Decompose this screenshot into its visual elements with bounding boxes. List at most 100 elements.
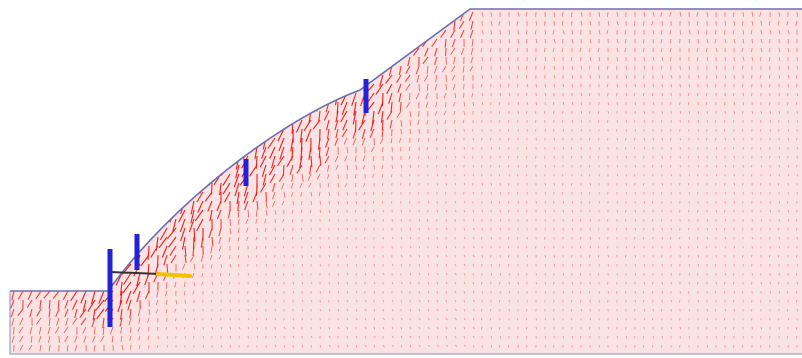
displacement-vector (571, 218, 573, 222)
displacement-vector (769, 29, 772, 35)
displacement-vector (787, 200, 789, 204)
displacement-vector (418, 137, 420, 143)
displacement-vector (66, 344, 69, 352)
displacement-vector (409, 326, 412, 330)
displacement-vector (400, 281, 403, 285)
displacement-vector (759, 74, 762, 79)
displacement-vector (588, 290, 591, 294)
displacement-vector (210, 299, 213, 303)
displacement-vector (463, 182, 466, 186)
displacement-vector (337, 290, 340, 294)
displacement-vector (245, 218, 249, 224)
displacement-vector (516, 317, 519, 321)
displacement-vector (120, 308, 123, 320)
displacement-vector (562, 128, 564, 132)
displacement-vector (661, 227, 663, 231)
displacement-vector (256, 326, 259, 330)
displacement-vector (269, 173, 276, 184)
displacement-vector (451, 38, 456, 48)
anchor-rod (109, 271, 161, 275)
displacement-vector (343, 137, 348, 145)
displacement-vector (580, 101, 582, 106)
displacement-vector (760, 38, 763, 44)
displacement-vector (454, 317, 457, 321)
displacement-vector (382, 308, 385, 312)
displacement-vector (256, 335, 259, 339)
displacement-vector (459, 29, 465, 39)
displacement-vector (778, 200, 781, 204)
displacement-vector (274, 344, 277, 348)
displacement-vector (616, 65, 618, 70)
displacement-vector (624, 47, 627, 53)
displacement-vector (697, 299, 700, 303)
displacement-vector (796, 65, 799, 70)
displacement-vector (27, 290, 33, 300)
displacement-vector (733, 245, 735, 249)
displacement-vector (643, 11, 646, 17)
displacement-vector (283, 236, 285, 240)
displacement-vector (426, 119, 429, 125)
displacement-vector (634, 209, 636, 213)
displacement-vector (233, 173, 240, 188)
displacement-vector (472, 326, 475, 330)
displacement-vector (580, 65, 583, 70)
displacement-vector (166, 335, 169, 339)
displacement-vector (247, 254, 250, 259)
displacement-vector (562, 272, 565, 276)
displacement-vector (508, 299, 510, 303)
displacement-vector (499, 227, 501, 231)
displacement-vector (310, 227, 312, 231)
displacement-vector (535, 29, 537, 35)
displacement-vector (562, 335, 564, 339)
displacement-vector (526, 128, 528, 132)
displacement-vector (715, 164, 717, 168)
displacement-vector (769, 101, 771, 106)
displacement-vector (147, 317, 150, 323)
displacement-vector (517, 155, 519, 159)
displacement-vector (589, 20, 592, 26)
displacement-vector (769, 155, 771, 159)
displacement-vector (507, 56, 510, 61)
displacement-vector (661, 290, 664, 294)
displacement-vector (679, 29, 681, 35)
displacement-vector (661, 47, 663, 53)
displacement-vector (463, 263, 466, 267)
displacement-vector (278, 137, 285, 152)
displacement-vector (751, 38, 753, 44)
displacement-vector (148, 308, 151, 315)
displacement-vector (389, 119, 393, 129)
displacement-vector (553, 344, 555, 348)
displacement-vector (381, 200, 384, 204)
displacement-vector (346, 272, 349, 276)
displacement-vector (283, 326, 286, 330)
displacement-vector (426, 146, 429, 151)
displacement-vector (79, 308, 87, 318)
displacement-vector (670, 236, 672, 240)
displacement-vector (386, 110, 393, 120)
displacement-vector (265, 281, 268, 285)
displacement-vector (453, 110, 456, 116)
displacement-vector (751, 92, 753, 97)
displacement-vector (216, 209, 222, 220)
displacement-vector (397, 83, 402, 93)
displacement-vector (292, 263, 295, 267)
displacement-vector (508, 65, 511, 70)
displacement-vector (490, 236, 493, 240)
displacement-vector (778, 290, 781, 294)
displacement-vector (427, 137, 429, 142)
displacement-vector (616, 173, 619, 177)
displacement-vector (346, 146, 349, 154)
displacement-vector (616, 317, 618, 321)
displacement-vector (760, 155, 763, 159)
displacement-vector (405, 65, 411, 74)
displacement-vector (562, 290, 565, 294)
displacement-vector (625, 191, 627, 195)
displacement-vector (292, 272, 295, 276)
displacement-vector (382, 299, 385, 303)
displacement-vector (472, 218, 475, 222)
displacement-vector (526, 29, 528, 35)
displacement-vector (589, 218, 591, 222)
displacement-vector (435, 137, 438, 142)
displacement-vector (445, 245, 448, 249)
displacement-vector (96, 308, 105, 320)
